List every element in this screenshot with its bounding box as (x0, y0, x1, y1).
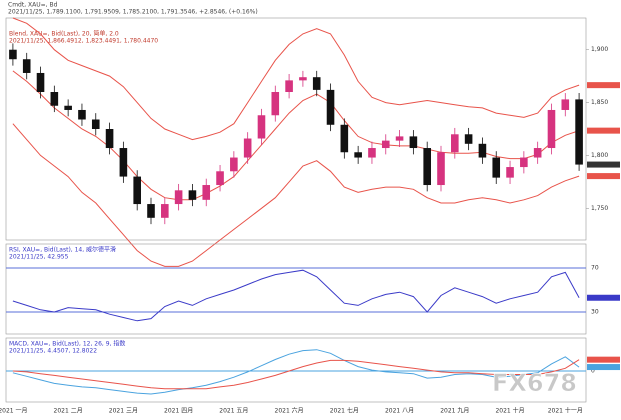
watermark: FX678 (492, 369, 577, 397)
candle-body (119, 148, 128, 177)
last-value-marker (587, 161, 620, 168)
candle-body (547, 109, 556, 149)
candle-body (326, 89, 335, 125)
series-line (12, 269, 580, 322)
last-value-marker (587, 173, 620, 180)
candle-body (312, 77, 321, 90)
instrument: Cmdt, XAU=, Bd (8, 2, 58, 9)
ohlc-readout: 2021/11/25, 1,789.1100, 1,791.9509, 1,78… (8, 9, 258, 16)
candle-body (575, 99, 583, 165)
candle-body (257, 115, 266, 139)
candle-body (561, 99, 570, 110)
y-tick-label: 1,800 (591, 152, 608, 159)
candle-body (36, 72, 45, 92)
y-tick-label: 0 (591, 368, 595, 375)
candle-body (230, 157, 238, 172)
x-tick-label: 2021 六月 (275, 407, 304, 415)
candle-body (437, 152, 445, 186)
panel-frame (5, 337, 587, 403)
x-tick-label: 2021 七月 (330, 407, 359, 415)
candle-body (243, 138, 252, 158)
candle-body (133, 176, 141, 205)
x-tick-label: 2021 二月 (54, 408, 83, 415)
last-value-marker (587, 356, 620, 363)
panel-subtitle: 2021/11/25, 42.955 (9, 254, 69, 261)
x-tick-label: 2021 九月 (440, 407, 469, 415)
series-line (12, 359, 580, 390)
candle-body (423, 148, 431, 186)
x-tick-label: 2021 八月 (385, 408, 414, 415)
candle-body (216, 171, 224, 186)
x-tick-label: 2021 三月 (109, 408, 138, 415)
y-tick-label: 1,900 (591, 46, 608, 53)
candle-body (451, 134, 459, 153)
panel-title: RSI, XAU=, Bid(Last), 14, 威尔德平滑 (9, 246, 116, 254)
series-line (12, 123, 580, 267)
candle-body (91, 119, 100, 129)
candle-body (520, 157, 528, 168)
y-tick-label: 1,750 (591, 205, 608, 212)
candle-body (147, 204, 155, 218)
candle-body (78, 109, 86, 120)
candle-body (381, 140, 390, 149)
candle-body (340, 124, 349, 153)
panel-frame (5, 17, 587, 241)
candle-body (105, 129, 114, 149)
candle-body (271, 92, 280, 116)
candle-body (478, 143, 487, 158)
candle-body (299, 77, 307, 81)
x-tick-label: 2021 四月 (164, 408, 193, 415)
series-line (12, 17, 580, 141)
candle-body (161, 204, 169, 218)
candle-body (492, 157, 501, 178)
candle-body (395, 136, 404, 141)
candle-body (9, 49, 17, 60)
y-tick-label: 30 (591, 309, 599, 316)
candle-body (188, 190, 197, 200)
series-line (12, 349, 580, 395)
candle-body (368, 148, 376, 158)
panel-subtitle: 2021/11/25, 1,866.4912, 1,823.4491, 1,78… (9, 38, 158, 45)
candle-body (506, 167, 514, 178)
panel-subtitle: 2021/11/25, 4.4507, 12.8022 (9, 348, 97, 355)
candle-body (354, 152, 362, 158)
x-tick-label: 2021 一月 (0, 408, 27, 415)
candle-body (202, 185, 211, 200)
candle-body (409, 136, 418, 149)
last-value-marker (587, 364, 620, 371)
candle-body (464, 134, 473, 144)
candle-body (22, 59, 31, 73)
candle-body (285, 80, 293, 92)
x-tick-label: 2021 五月 (219, 408, 248, 415)
x-tick-label: 2021 十一月 (548, 407, 583, 415)
last-value-marker (587, 294, 620, 301)
candle-body (64, 105, 72, 110)
panel-frame (5, 243, 587, 335)
last-value-marker (587, 82, 620, 89)
panel-title: Blend, XAU=, Bid(Last), 20, 简单, 2.0 (9, 30, 119, 38)
y-tick-label: 1,850 (591, 99, 608, 106)
y-tick-label: 70 (591, 265, 599, 272)
candle-body (174, 190, 183, 205)
last-value-marker (587, 127, 620, 134)
candle-body (533, 148, 542, 158)
panel-title: MACD, XAU=, Bid(Last), 12, 26, 9, 指数 (9, 340, 125, 348)
candle-body (50, 92, 59, 106)
x-tick-label: 2021 十月 (495, 407, 524, 415)
